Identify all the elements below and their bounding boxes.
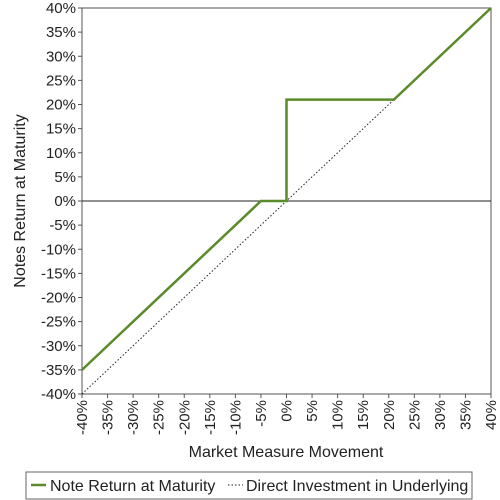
x-tick-label-5: -5%: [253, 400, 270, 427]
legend-label-direct-investment: Direct Investment in Underlying: [246, 478, 468, 495]
x-axis-ticks: -40% -35% -30% -25% -20% -15% -10% -5% 0% 5% 10% 15…: [74, 394, 500, 435]
y-tick-label-35: -35%: [41, 362, 76, 379]
x-tick-label-30: -30%: [125, 400, 142, 435]
x-tick-label-40: 40%: [483, 400, 500, 430]
y-tick-label-5: -5%: [49, 217, 76, 234]
legend-label-note-return: Note Return at Maturity: [50, 478, 215, 495]
x-tick-label-20: -20%: [176, 400, 193, 435]
x-tick-label-15: 15%: [355, 400, 372, 430]
x-tick-label-40: -40%: [74, 400, 91, 435]
y-tick-label-20: 20%: [46, 97, 76, 114]
series-layer: [81, 7, 492, 395]
y-tick-label-0: 0%: [54, 193, 76, 210]
y-tick-label-10: 10%: [46, 145, 76, 162]
y-tick-label-30: 30%: [46, 48, 76, 65]
x-tick-label-35: 35%: [457, 400, 474, 430]
x-tick-label-20: 20%: [381, 400, 398, 430]
y-tick-label-25: -25%: [41, 314, 76, 331]
x-tick-label-25: -25%: [151, 400, 168, 435]
y-axis-title: Notes Return at Maturity: [12, 114, 29, 287]
x-tick-label-10: 10%: [330, 400, 347, 430]
y-tick-label-40: 40%: [46, 0, 76, 17]
x-tick-label-5: 5%: [304, 400, 321, 422]
y-tick-label-15: -15%: [41, 265, 76, 282]
legend: Note Return at Maturity Direct Investmen…: [25, 471, 473, 500]
x-tick-label-0: 0%: [279, 400, 296, 422]
x-axis-title: Market Measure Movement: [189, 444, 384, 461]
y-tick-label-15: 15%: [46, 121, 76, 138]
y-tick-label-35: 35%: [46, 24, 76, 41]
y-tick-label-25: 25%: [46, 72, 76, 89]
x-tick-label-30: 30%: [432, 400, 449, 430]
series-line-note-return-at-maturity: [81, 7, 492, 371]
y-tick-label-30: -30%: [41, 338, 76, 355]
x-tick-label-35: -35%: [100, 400, 117, 435]
x-tick-label-10: -10%: [227, 400, 244, 435]
y-tick-label-20: -20%: [41, 290, 76, 307]
x-tick-label-15: -15%: [202, 400, 219, 435]
y-axis-ticks: 40% 35% 30% 25% 20% 15% 10% 5% 0% -5% -10% -15% -20%…: [41, 0, 82, 403]
y-tick-label-10: -10%: [41, 241, 76, 258]
y-tick-label-5: 5%: [54, 169, 76, 186]
x-tick-label-25: 25%: [406, 400, 423, 430]
y-tick-label-40: -40%: [41, 386, 76, 403]
legend-frame: [25, 471, 473, 500]
